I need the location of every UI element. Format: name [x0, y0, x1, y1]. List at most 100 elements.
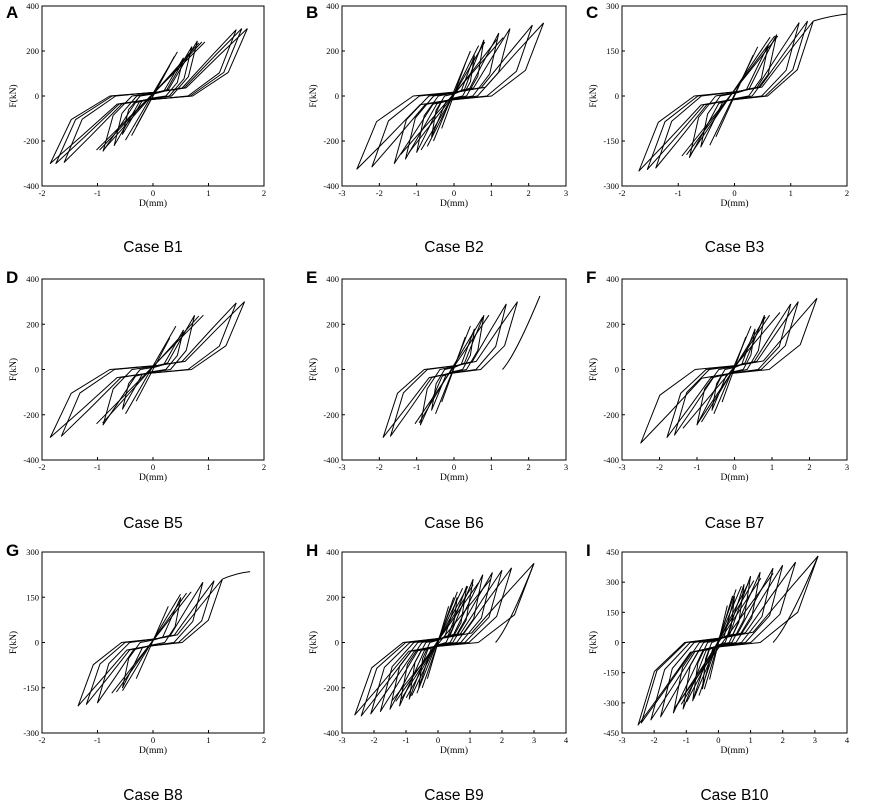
panel-H: H -3 -2 -1 0 1 2 3 4 -400 -200 0 200 400 D(mm) F(kN) Cas… — [306, 541, 569, 804]
y-tick-label: -450 — [603, 728, 619, 738]
reload-branch — [135, 606, 169, 679]
y-tick-label: 300 — [606, 1, 619, 11]
x-tick-label: 2 — [262, 735, 266, 745]
final-branch — [502, 295, 541, 370]
x-axis-label: D(mm) — [721, 198, 749, 209]
final-branch — [495, 563, 535, 643]
x-tick-label: 3 — [564, 462, 568, 472]
x-tick-label: 0 — [436, 735, 440, 745]
reload-branch — [408, 38, 498, 154]
x-tick-label: 0 — [151, 735, 155, 745]
x-axis-label: D(mm) — [139, 198, 167, 209]
x-tick-label: -2 — [376, 462, 383, 472]
hysteresis-curves — [354, 562, 535, 717]
x-tick-label: 2 — [845, 188, 849, 198]
y-tick-label: 400 — [26, 274, 39, 284]
y-axis-label: F(kN) — [8, 84, 19, 107]
y-tick-label: -400 — [323, 181, 339, 191]
x-tick-label: 4 — [845, 735, 850, 745]
reload-branch — [400, 37, 504, 155]
reload-branch — [391, 578, 492, 701]
hysteresis-loop — [379, 572, 493, 712]
y-tick-label: 200 — [326, 592, 339, 602]
x-axis-label: D(mm) — [440, 472, 468, 483]
y-tick-label: -300 — [23, 728, 39, 738]
panel-letter: A — [6, 3, 18, 22]
hysteresis-loop — [646, 20, 809, 170]
y-tick-label: 0 — [35, 638, 39, 648]
hysteresis-loop — [382, 301, 518, 438]
x-tick-label: -3 — [618, 462, 625, 472]
y-tick-label: -300 — [603, 698, 619, 708]
y-tick-label: 0 — [335, 638, 339, 648]
hysteresis-loop — [102, 40, 198, 152]
x-tick-label: -1 — [402, 735, 409, 745]
reload-branch — [696, 314, 771, 425]
x-tick-label: -3 — [338, 188, 345, 198]
x-tick-label: 0 — [151, 462, 155, 472]
y-tick-label: 300 — [606, 577, 619, 587]
x-tick-label: -2 — [370, 735, 377, 745]
panel-F: F -3 -2 -1 0 1 2 3 -400 -200 0 200 400 D(mm) F(kN) Case… — [586, 268, 849, 532]
hysteresis-loop — [49, 301, 246, 438]
case-label: Case B10 — [700, 787, 768, 804]
hysteresis-loop — [49, 28, 248, 164]
x-tick-label: 0 — [716, 735, 720, 745]
x-tick-label: 2 — [500, 735, 504, 745]
reload-branch — [135, 337, 171, 402]
y-tick-label: -400 — [23, 181, 39, 191]
panel-letter: B — [306, 3, 318, 22]
x-tick-label: 0 — [732, 462, 736, 472]
reload-branch — [96, 41, 206, 151]
panel-B: B -3 -2 -1 0 1 2 3 -400 -200 0 200 400 D(mm) F(kN) Case… — [306, 1, 568, 256]
x-tick-label: -1 — [693, 462, 700, 472]
hysteresis-curves — [382, 295, 541, 438]
final-branch — [813, 13, 847, 22]
panel-C: C -2 -1 0 1 2 -300 -150 0 150 300 D(mm) F(kN) Case B3 — [586, 1, 849, 256]
y-tick-label: 200 — [606, 319, 619, 329]
x-tick-label: 3 — [564, 188, 568, 198]
x-tick-label: 2 — [807, 462, 811, 472]
y-tick-label: -300 — [603, 181, 619, 191]
y-tick-label: 400 — [326, 274, 339, 284]
x-tick-label: 2 — [781, 735, 785, 745]
hysteresis-loop — [60, 302, 237, 437]
x-tick-label: 1 — [206, 735, 210, 745]
x-tick-label: -1 — [94, 188, 101, 198]
y-tick-label: -200 — [23, 410, 39, 420]
y-axis-label: F(kN) — [588, 631, 599, 654]
y-tick-label: 300 — [26, 547, 39, 557]
case-label: Case B1 — [123, 239, 182, 256]
x-tick-label: 1 — [206, 188, 210, 198]
x-tick-label: 1 — [789, 188, 793, 198]
case-label: Case B2 — [424, 239, 483, 256]
reload-branch — [102, 315, 200, 424]
hysteresis-curves — [640, 297, 818, 444]
x-tick-label: 1 — [489, 462, 493, 472]
reload-branch — [673, 573, 774, 709]
y-axis-label: F(kN) — [588, 84, 599, 107]
x-tick-label: 4 — [564, 735, 569, 745]
x-tick-label: -2 — [376, 188, 383, 198]
y-tick-label: -400 — [323, 728, 339, 738]
x-tick-label: -1 — [413, 462, 420, 472]
hysteresis-loop — [672, 571, 761, 714]
y-tick-label: 400 — [326, 547, 339, 557]
x-tick-label: 2 — [262, 462, 266, 472]
hysteresis-loop — [650, 564, 784, 721]
case-label: Case B8 — [123, 787, 182, 804]
y-tick-label: 0 — [615, 638, 619, 648]
case-label: Case B9 — [424, 787, 483, 804]
hysteresis-loop — [356, 22, 545, 170]
x-tick-label: -2 — [38, 462, 45, 472]
case-label: Case B7 — [705, 515, 764, 532]
x-tick-label: -3 — [338, 735, 345, 745]
y-tick-label: -400 — [603, 455, 619, 465]
x-tick-label: -1 — [94, 462, 101, 472]
x-tick-label: 2 — [527, 462, 531, 472]
x-tick-label: -3 — [338, 462, 345, 472]
x-tick-label: 1 — [489, 188, 493, 198]
reload-branch — [414, 314, 490, 425]
plot-frame — [41, 551, 265, 734]
